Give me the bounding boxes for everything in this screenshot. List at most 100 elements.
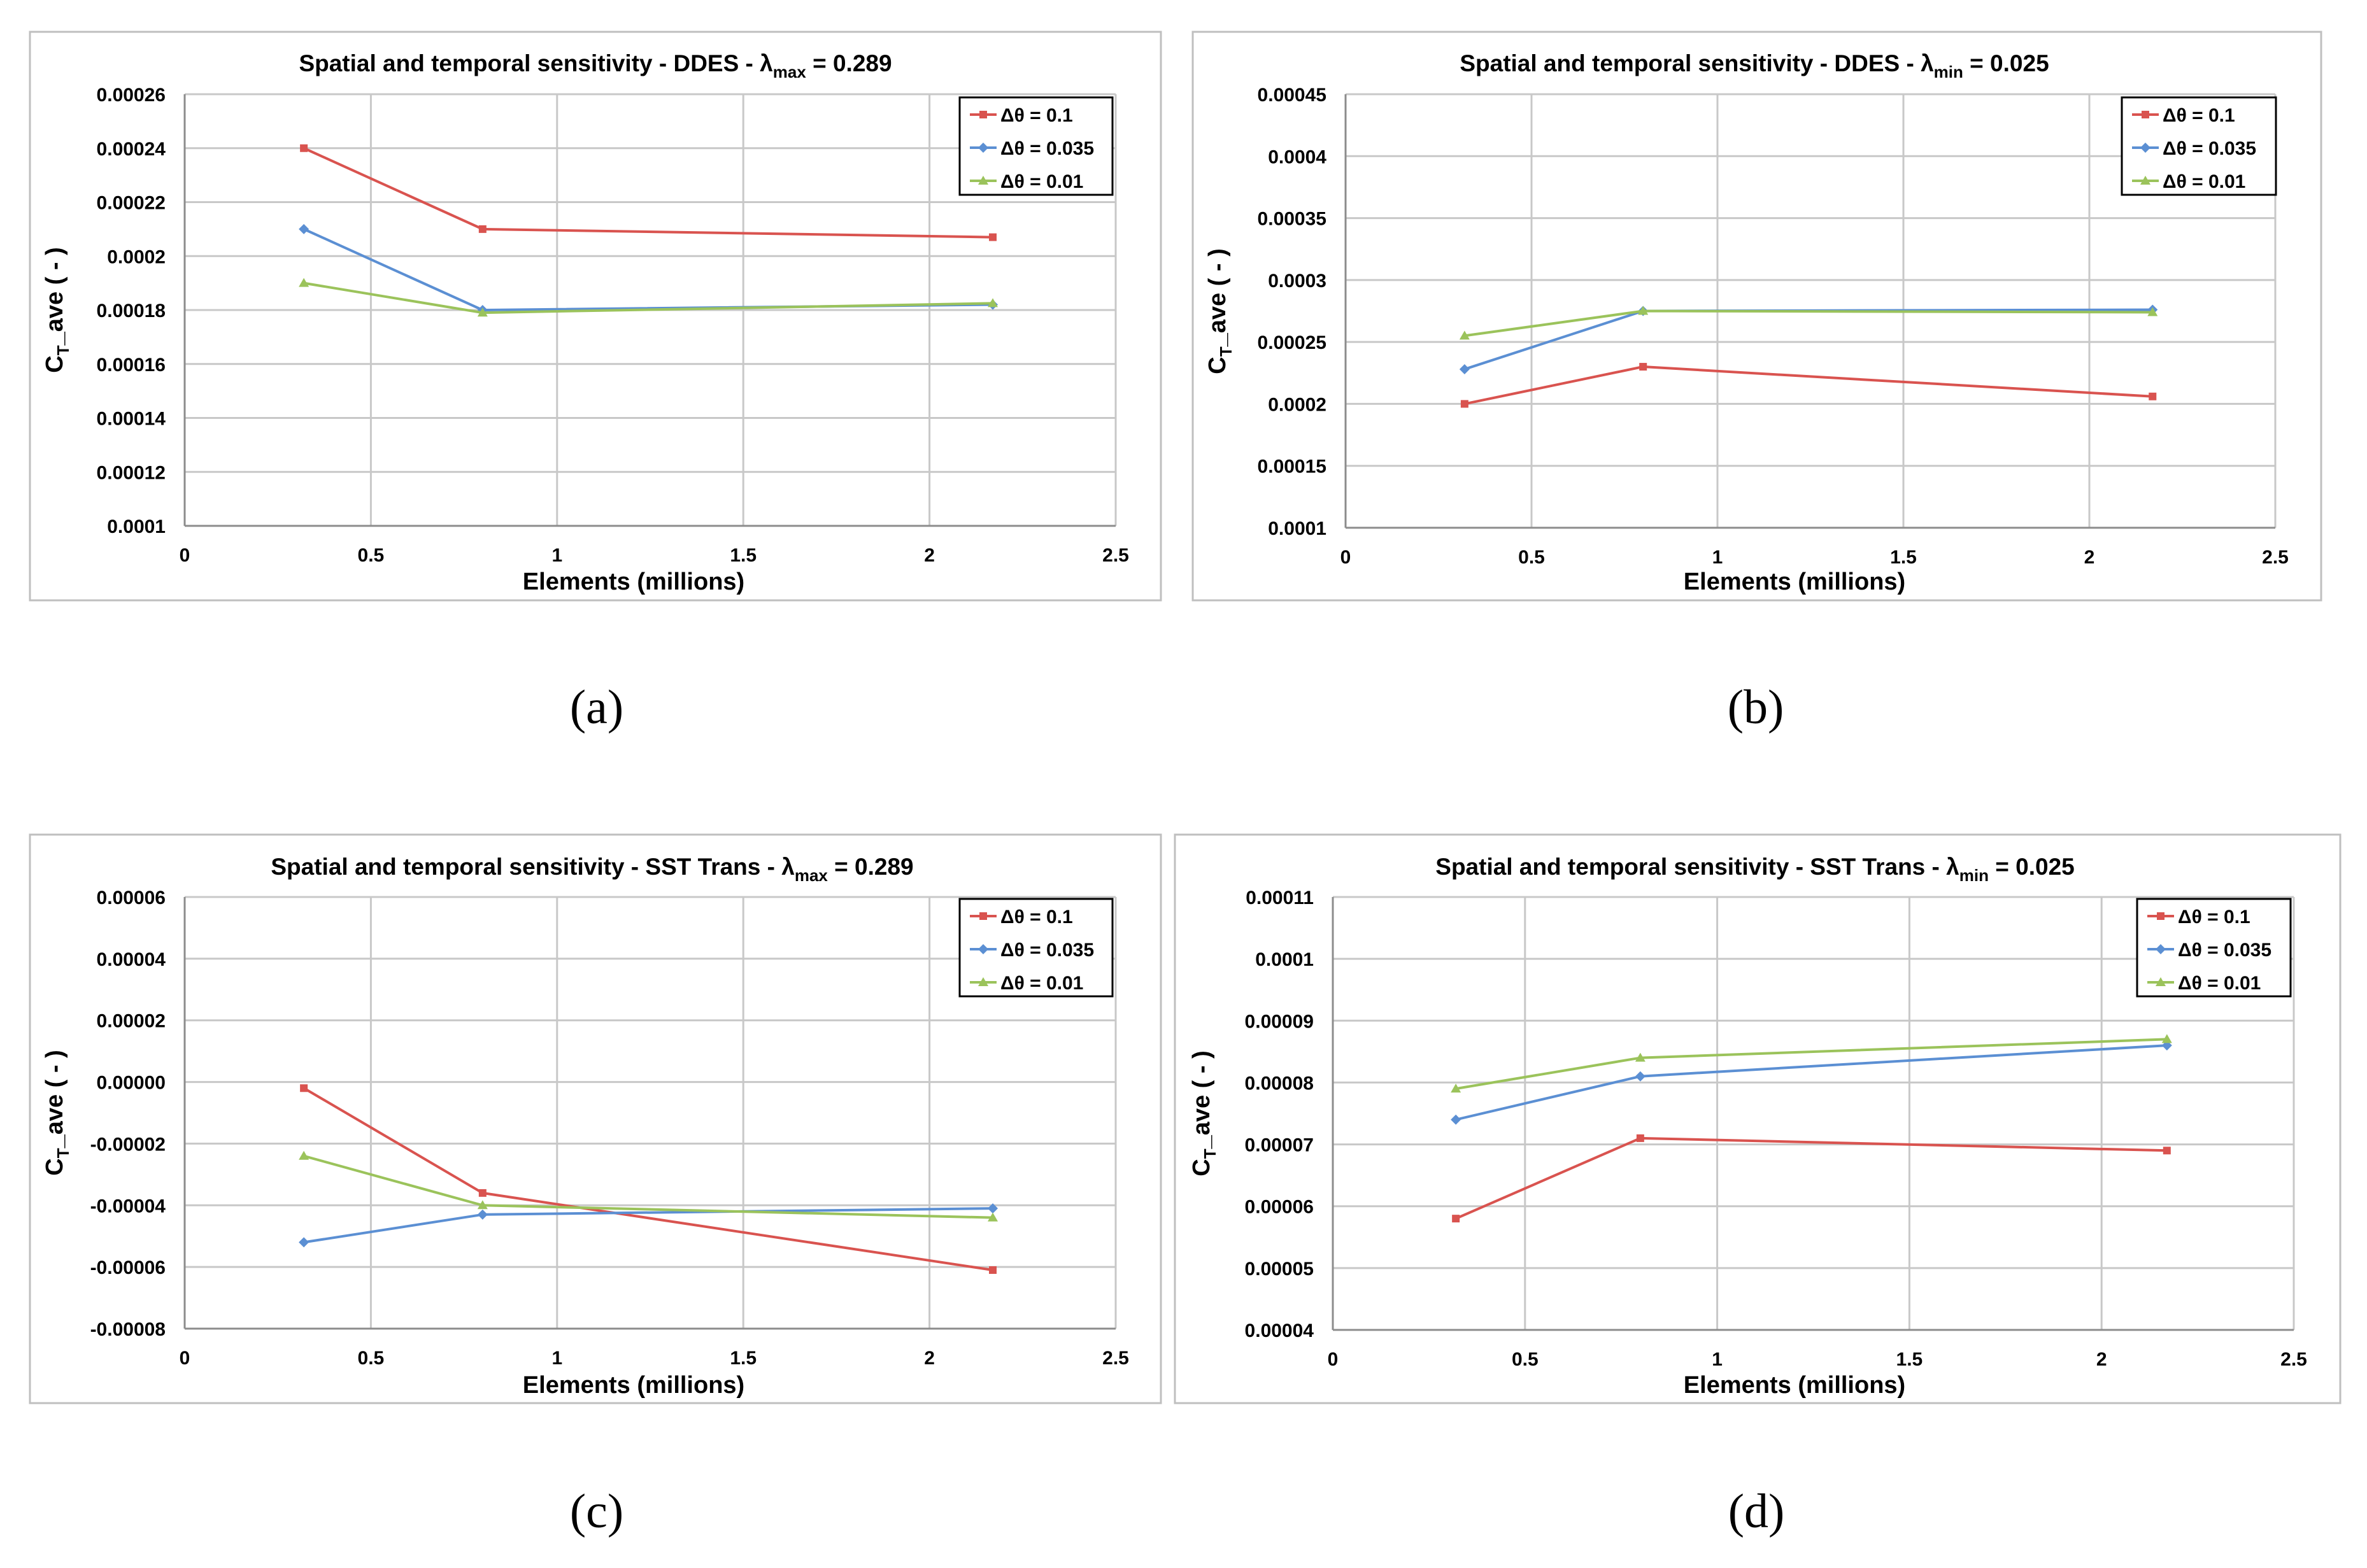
x-tick-label: 1.5 [1896, 1349, 1923, 1370]
data-point [1460, 400, 1468, 408]
data-point [989, 233, 997, 241]
y-tick-label: 0.00006 [97, 887, 166, 908]
data-point [299, 1237, 309, 1248]
y-tick-label: 0.0004 [1268, 146, 1326, 167]
legend: Δθ = 0.1 Δθ = 0.035 Δθ = 0.01 [958, 96, 1114, 196]
legend-label: Δθ = 0.1 [1000, 105, 1073, 126]
y-tick-label: 0.0001 [1268, 518, 1326, 539]
data-point [1639, 363, 1647, 371]
y-tick-label: 0.00015 [1258, 456, 1326, 477]
y-tick-label: 0.00004 [1245, 1320, 1314, 1341]
legend-label: Δθ = 0.1 [2163, 105, 2235, 126]
y-tick-label: 0.0001 [107, 516, 166, 537]
data-point [300, 144, 308, 152]
legend-label: Δθ = 0.1 [1000, 907, 1073, 928]
x-tick-label: 2 [924, 1348, 935, 1369]
x-tick-label: 2 [2096, 1349, 2107, 1370]
square-marker-icon [979, 111, 987, 118]
chart-title: Spatial and temporal sensitivity - DDES … [1460, 50, 2049, 81]
data-point [299, 223, 309, 234]
x-tick-label: 1 [1712, 547, 1723, 568]
data-point [2149, 392, 2157, 400]
x-tick-label: 2.5 [2262, 547, 2289, 568]
y-axis-label: CT_ave ( - ) [1204, 248, 1235, 374]
y-tick-label: 0.0001 [1255, 949, 1314, 970]
y-axis-label: CT_ave ( - ) [1188, 1050, 1219, 1176]
y-tick-label: 0.00005 [1245, 1259, 1314, 1280]
y-tick-label: 0.00025 [1258, 332, 1326, 353]
y-tick-label: 0.00011 [1246, 887, 1314, 908]
legend-label: Δθ = 0.035 [2178, 940, 2271, 961]
data-point [988, 298, 999, 307]
y-tick-label: 0.00004 [97, 949, 166, 970]
y-tick-label: 0.00007 [1245, 1135, 1314, 1156]
data-point [1451, 1084, 1461, 1093]
data-point [478, 225, 487, 233]
y-tick-label: -0.00008 [90, 1319, 166, 1340]
x-axis-label: Elements (millions) [1684, 569, 1905, 595]
x-tick-label: 2 [924, 545, 935, 566]
y-tick-label: -0.00004 [90, 1196, 166, 1217]
data-point [1636, 1134, 1644, 1142]
x-tick-label: 1.5 [730, 545, 757, 566]
chart-title: Spatial and temporal sensitivity - SST T… [1435, 854, 2074, 885]
data-point [1635, 1071, 1646, 1082]
y-tick-label: 0.00000 [97, 1073, 166, 1094]
data-point [988, 1203, 999, 1214]
legend: Δθ = 0.1 Δθ = 0.035 Δθ = 0.01 [958, 898, 1114, 998]
x-tick-label: 0 [180, 1348, 190, 1369]
data-point [988, 1212, 999, 1222]
triangle-marker-icon [978, 977, 988, 986]
panel-caption: (c) [570, 1485, 623, 1538]
x-axis-label: Elements (millions) [523, 569, 744, 595]
legend-label: Δθ = 0.01 [2163, 171, 2245, 192]
y-tick-label: 0.00026 [97, 85, 166, 106]
legend: Δθ = 0.1 Δθ = 0.035 Δθ = 0.01 [2121, 96, 2277, 196]
chart-panel-2: 0.0001 0.00015 0.0002 0.00025 0.0003 0.00035 0… [1191, 31, 2322, 734]
panel-caption: (a) [570, 681, 623, 734]
data-point [1451, 1114, 1461, 1125]
x-tick-label: 0.5 [358, 545, 385, 566]
legend-label: Δθ = 0.01 [2178, 973, 2261, 994]
panel-caption: (b) [1728, 681, 1784, 734]
legend: Δθ = 0.1 Δθ = 0.035 Δθ = 0.01 [2136, 898, 2292, 998]
data-point [1459, 330, 1470, 340]
chart-panel-3: -0.00008 -0.00006 -0.00004 -0.00002 0.00000 0… [29, 833, 1162, 1538]
y-tick-label: 0.00035 [1258, 209, 1326, 230]
triangle-marker-icon [2156, 977, 2166, 986]
x-tick-label: 1.5 [1890, 547, 1917, 568]
x-tick-label: 1 [551, 545, 562, 566]
x-tick-label: 2 [2084, 547, 2095, 568]
y-axis-label: CT_ave ( - ) [41, 1050, 73, 1176]
data-point [2147, 307, 2158, 316]
triangle-marker-icon [978, 176, 988, 185]
y-tick-label: -0.00006 [90, 1257, 166, 1278]
x-tick-label: 1.5 [730, 1348, 757, 1369]
x-axis-label: Elements (millions) [523, 1372, 744, 1399]
y-tick-label: 0.00022 [97, 193, 166, 214]
y-tick-label: 0.0003 [1268, 271, 1326, 292]
diamond-marker-icon [978, 944, 988, 954]
x-tick-label: 2.5 [2280, 1349, 2307, 1370]
square-marker-icon [2142, 111, 2149, 118]
y-tick-label: 0.00012 [97, 462, 166, 483]
data-point [1635, 1052, 1646, 1062]
x-tick-label: 0.5 [1518, 547, 1545, 568]
x-tick-label: 0 [1328, 1349, 1339, 1370]
diamond-marker-icon [2140, 143, 2150, 153]
y-tick-label: 0.00014 [97, 409, 166, 430]
legend-label: Δθ = 0.1 [2178, 907, 2250, 928]
data-point [477, 307, 488, 317]
data-point [1638, 306, 1649, 315]
y-tick-label: 0.0002 [107, 246, 166, 267]
data-point [478, 1189, 487, 1197]
data-point [989, 1266, 997, 1274]
data-point [1459, 364, 1470, 374]
diamond-marker-icon [978, 143, 988, 153]
y-tick-label: 0.00016 [97, 355, 166, 376]
legend-label: Δθ = 0.035 [1000, 138, 1094, 159]
legend-label: Δθ = 0.01 [1000, 171, 1083, 192]
data-point [2161, 1034, 2172, 1043]
legend-label: Δθ = 0.035 [1000, 940, 1094, 961]
